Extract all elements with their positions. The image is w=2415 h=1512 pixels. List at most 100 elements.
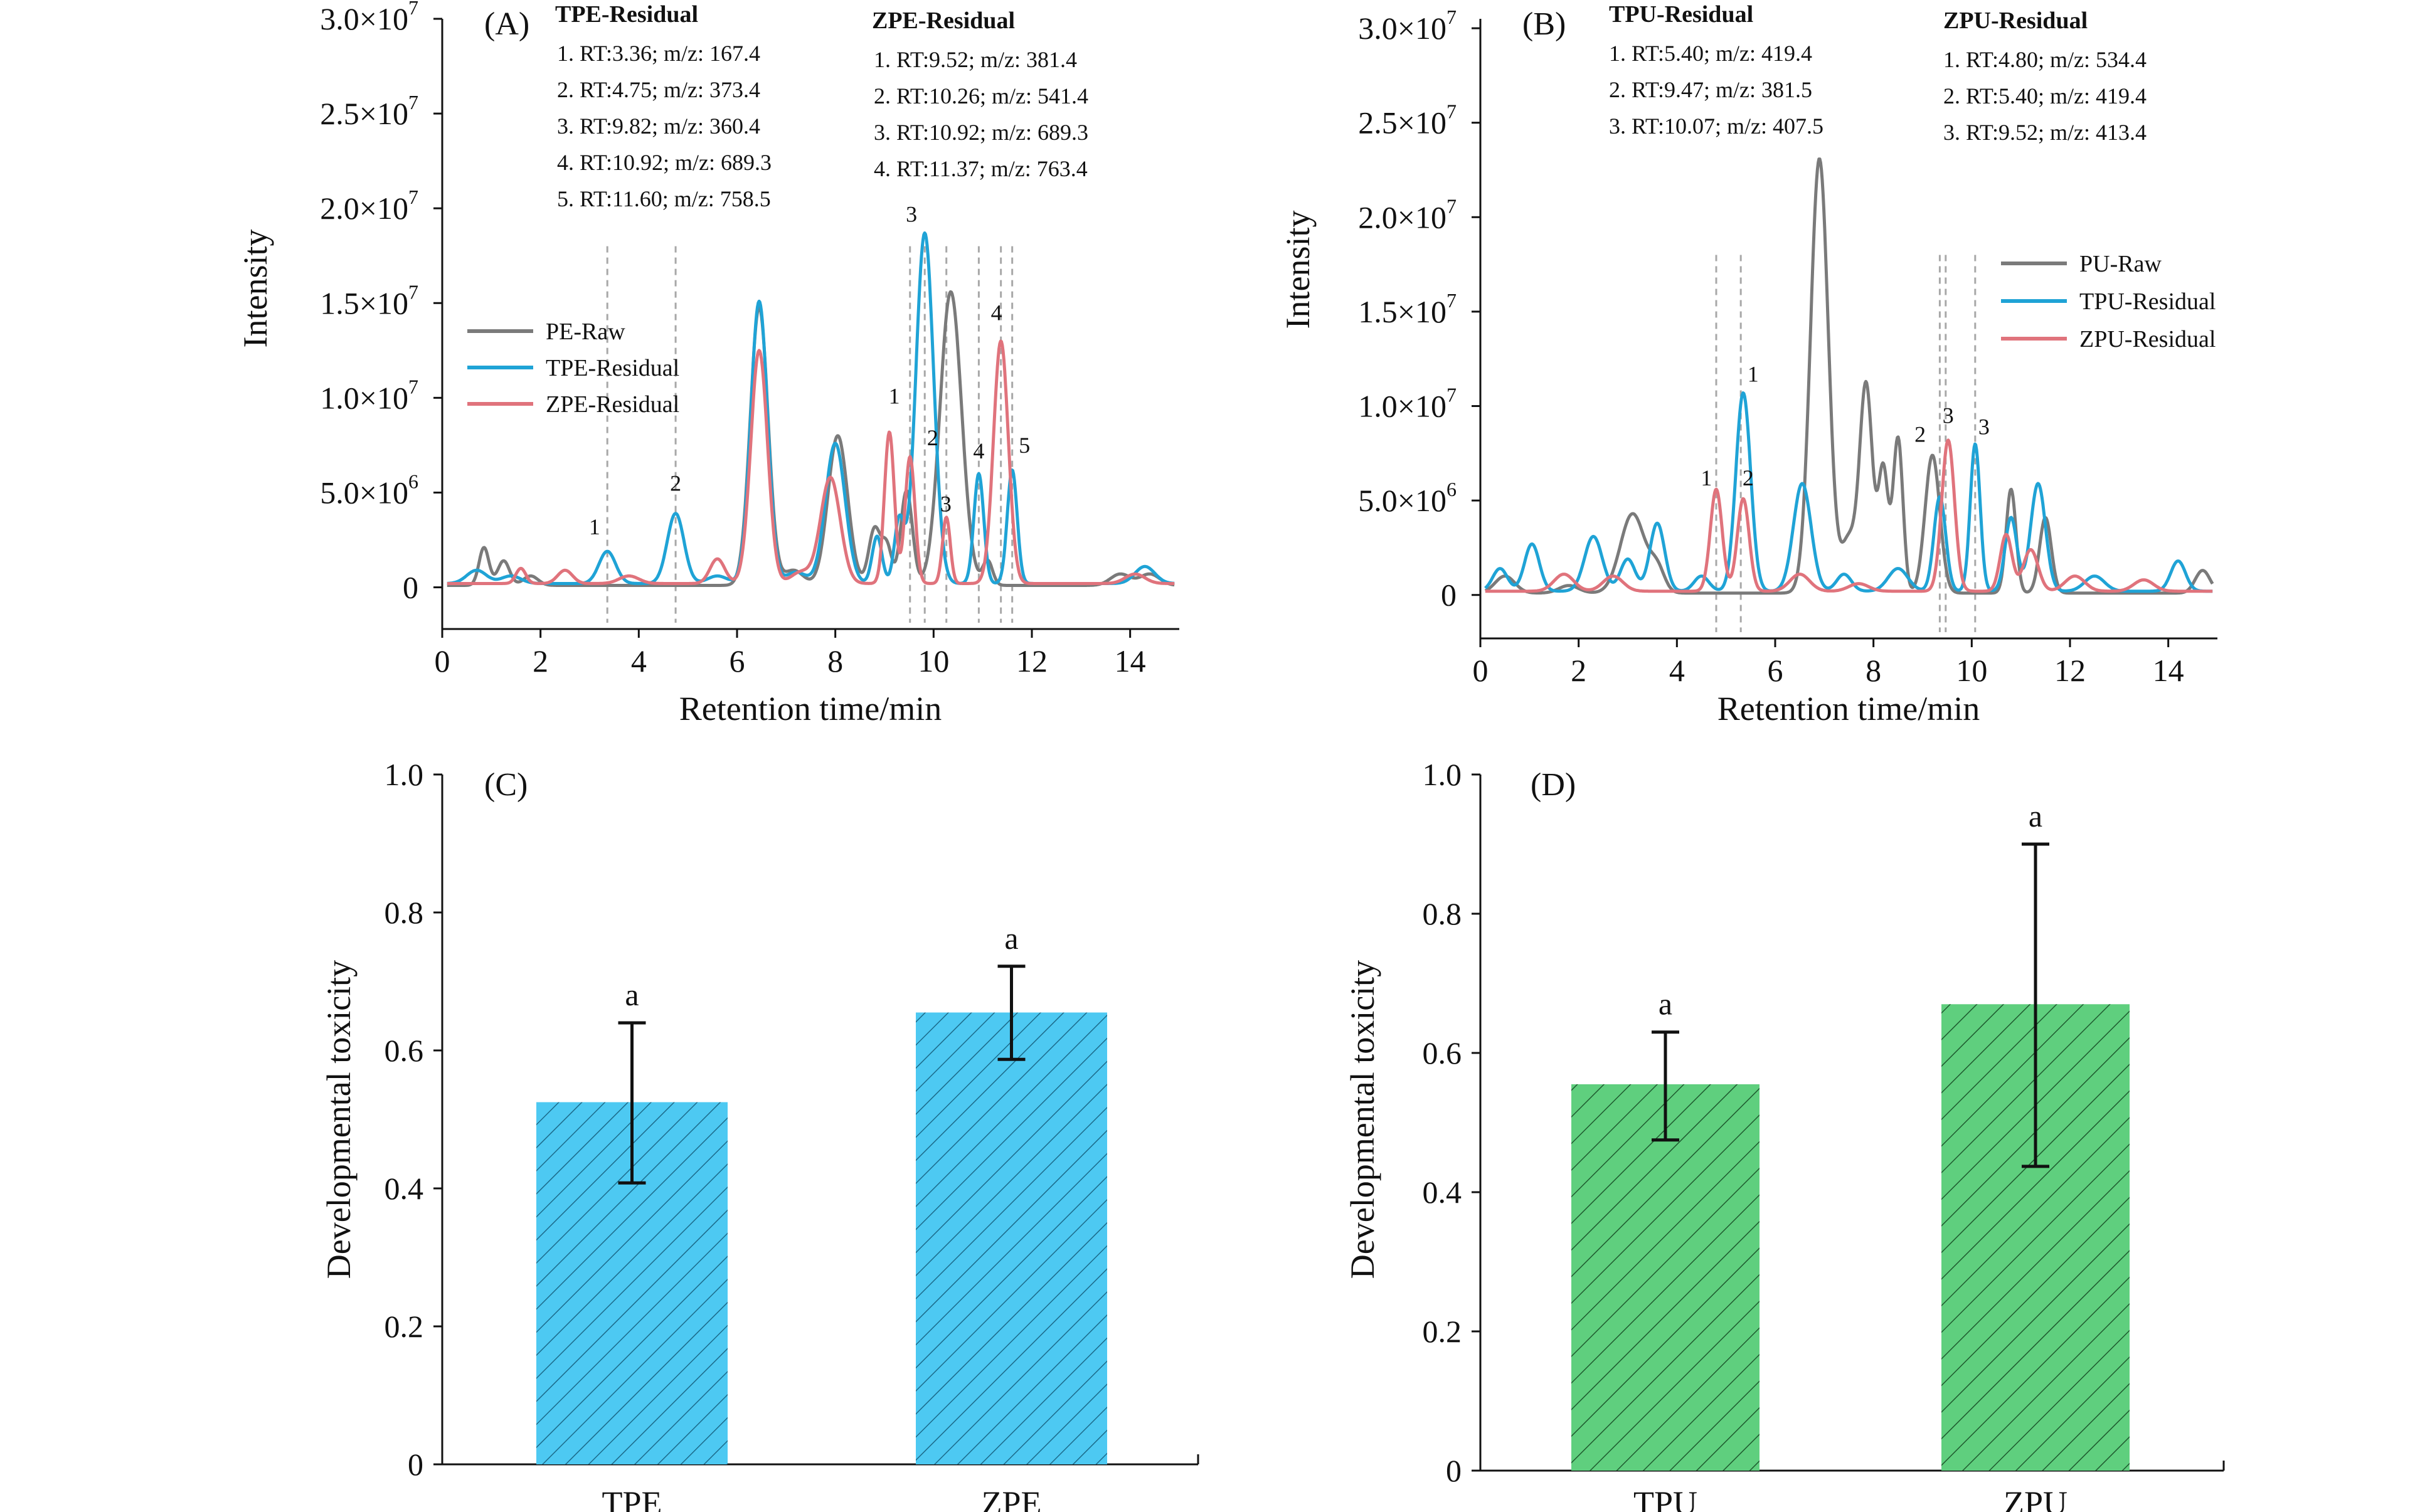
y-tick-label: 0 bbox=[403, 570, 418, 605]
series-line-tpu-residual bbox=[1484, 391, 2214, 593]
peak-label: 3 bbox=[1943, 403, 1954, 428]
x-axis-title: Retention time/min bbox=[679, 690, 942, 727]
y-tick-label: 2.5×107 bbox=[1358, 100, 1457, 140]
chromatogram-panel-a: 0 2 4 6 8 10 12 1405.0×1061.0×1071.5×1072.0×107… bbox=[236, 0, 1179, 727]
x-tick-label: 2 bbox=[533, 643, 548, 679]
x-tick-label: 0 bbox=[1473, 653, 1489, 688]
y-tick-exponent: 6 bbox=[408, 470, 418, 492]
y-axis-title: Developmental toxicity bbox=[320, 960, 358, 1279]
y-tick-mantissa: 3.0×10 bbox=[320, 1, 408, 36]
x-tick-label: 2 bbox=[1571, 653, 1586, 688]
x-tick-label: 0 bbox=[435, 643, 450, 679]
y-tick-exponent: 7 bbox=[408, 280, 418, 303]
y-tick-label: 1.5×107 bbox=[320, 280, 418, 320]
annotation-line: 4. RT:11.37; m/z: 763.4 bbox=[874, 156, 1088, 181]
y-tick-mantissa: 1.5×10 bbox=[320, 285, 408, 320]
annotation-line: 2. RT:10.26; m/z: 541.4 bbox=[874, 83, 1088, 108]
annotation-line: 1. RT:4.80; m/z: 534.4 bbox=[1943, 47, 2147, 72]
y-tick-mantissa: 0 bbox=[403, 570, 418, 605]
x-tick-label: 10 bbox=[1956, 653, 1987, 688]
annotation-line: 3. RT:10.07; m/z: 407.5 bbox=[1609, 114, 1823, 139]
y-axis-title: Developmental toxicity bbox=[1344, 960, 1381, 1279]
panel-label: (D) bbox=[1531, 767, 1576, 803]
y-tick-mantissa: 3.0×10 bbox=[1358, 11, 1446, 46]
annotation-line: 1. RT:3.36; m/z: 167.4 bbox=[557, 41, 760, 66]
peak-label: 1 bbox=[589, 514, 600, 539]
y-tick-label: 1.5×107 bbox=[1358, 289, 1457, 329]
y-tick-exponent: 7 bbox=[1446, 6, 1457, 28]
y-tick-label: 0.8 bbox=[385, 895, 424, 930]
y-axis-title: Intensity bbox=[1279, 211, 1317, 329]
peak-label: 1 bbox=[1748, 361, 1759, 386]
y-tick-mantissa: 5.0×10 bbox=[320, 475, 408, 510]
y-tick-label: 3.0×107 bbox=[1358, 6, 1457, 46]
legend-label: TPE-Residual bbox=[546, 355, 679, 381]
y-tick-mantissa: 5.0×10 bbox=[1358, 483, 1446, 518]
significance-letter: a bbox=[1004, 921, 1018, 956]
annotation-line: 3. RT:9.82; m/z: 360.4 bbox=[557, 114, 760, 139]
y-tick-label: 1.0×107 bbox=[1358, 384, 1457, 424]
y-tick-exponent: 7 bbox=[1446, 289, 1457, 312]
peak-label: 3 bbox=[906, 201, 917, 226]
annotation-title: TPU-Residual bbox=[1609, 1, 1753, 28]
y-tick-label: 1.0 bbox=[385, 757, 424, 792]
panel-label: (C) bbox=[484, 767, 528, 803]
y-tick-mantissa: 1.5×10 bbox=[1358, 294, 1446, 329]
annotation-line: 2. RT:9.47; m/z: 381.5 bbox=[1609, 77, 1812, 102]
x-tick-label: 10 bbox=[918, 643, 949, 679]
x-tick-label: 14 bbox=[2153, 653, 2184, 688]
annotation-line: 2. RT:5.40; m/z: 419.4 bbox=[1943, 83, 2147, 108]
bar-chart-panel-c: 0 0.2 0.4 0.6 0.8 1.0 (C) Developmental toxicit… bbox=[320, 757, 1199, 1512]
peak-label: 3 bbox=[940, 492, 952, 517]
annotation-line: 3. RT:9.52; m/z: 413.4 bbox=[1943, 120, 2147, 145]
y-tick-label: 0.4 bbox=[385, 1171, 424, 1206]
bar-chart-panel-d: 0 0.2 0.4 0.6 0.8 1.0 (D) Developmental toxicit… bbox=[1344, 757, 2225, 1512]
x-tick-label: 4 bbox=[631, 643, 647, 679]
y-tick-mantissa: 2.0×10 bbox=[1358, 199, 1446, 235]
significance-letter: a bbox=[625, 977, 639, 1012]
peak-label: 4 bbox=[973, 438, 984, 463]
significance-letter: a bbox=[2029, 798, 2042, 833]
x-tick-label: 12 bbox=[2054, 653, 2086, 688]
panel-label: (A) bbox=[484, 6, 529, 42]
peak-label: 5 bbox=[1019, 433, 1030, 458]
series-line-zpe-residual bbox=[446, 339, 1176, 585]
y-tick-mantissa: 2.0×10 bbox=[320, 191, 408, 226]
annotation-line: 4. RT:10.92; m/z: 689.3 bbox=[557, 150, 772, 175]
x-tick-label: 8 bbox=[827, 643, 843, 679]
y-tick-exponent: 7 bbox=[1446, 384, 1457, 406]
y-tick-label: 2.5×107 bbox=[320, 91, 418, 131]
y-tick-exponent: 7 bbox=[408, 186, 418, 208]
y-tick-label: 0 bbox=[408, 1447, 423, 1482]
panel-label: (B) bbox=[1522, 6, 1566, 42]
x-tick-label: 8 bbox=[1866, 653, 1881, 688]
annotation-title: TPE-Residual bbox=[555, 1, 698, 28]
bar-hatch-tpu bbox=[1571, 1084, 1760, 1471]
bar-hatch-zpe bbox=[916, 1012, 1107, 1464]
y-tick-label: 0.6 bbox=[385, 1033, 424, 1068]
y-tick-label: 0.6 bbox=[1423, 1035, 1462, 1071]
x-tick-label: 4 bbox=[1669, 653, 1685, 688]
annotation-line: 1. RT:9.52; m/z: 381.4 bbox=[874, 47, 1077, 72]
y-tick-label: 5.0×106 bbox=[320, 470, 418, 510]
peak-label: 2 bbox=[1743, 465, 1754, 490]
x-tick-label: 14 bbox=[1115, 643, 1146, 679]
series-line-pe-raw bbox=[446, 290, 1176, 587]
y-tick-exponent: 6 bbox=[1446, 478, 1457, 500]
series-line-pu-raw bbox=[1484, 157, 2214, 595]
category-label: ZPE bbox=[981, 1484, 1041, 1512]
y-tick-label: 5.0×106 bbox=[1358, 478, 1457, 518]
y-tick-mantissa: 2.5×10 bbox=[320, 96, 408, 131]
y-tick-exponent: 7 bbox=[408, 91, 418, 114]
annotation-line: 5. RT:11.60; m/z: 758.5 bbox=[557, 186, 771, 211]
y-tick-exponent: 7 bbox=[1446, 100, 1457, 123]
y-tick-mantissa: 1.0×10 bbox=[1358, 389, 1446, 424]
significance-letter: a bbox=[1659, 986, 1672, 1022]
peak-label: 2 bbox=[1914, 422, 1926, 447]
x-tick-label: 6 bbox=[1768, 653, 1783, 688]
x-tick-label: 6 bbox=[730, 643, 745, 679]
annotation-line: 2. RT:4.75; m/z: 373.4 bbox=[557, 77, 760, 102]
x-tick-label: 12 bbox=[1016, 643, 1048, 679]
y-tick-exponent: 7 bbox=[408, 375, 418, 398]
